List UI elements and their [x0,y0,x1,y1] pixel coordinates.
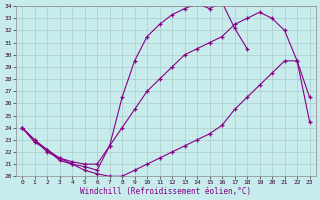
X-axis label: Windchill (Refroidissement éolien,°C): Windchill (Refroidissement éolien,°C) [80,187,252,196]
